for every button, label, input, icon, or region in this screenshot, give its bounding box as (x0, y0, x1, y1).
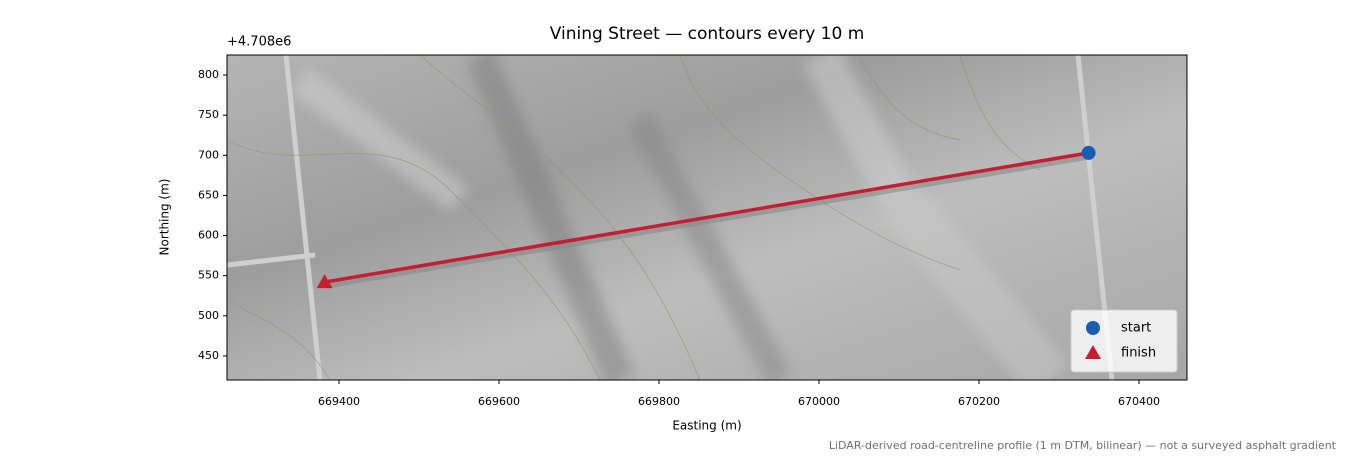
x-tick-label: 670000 (798, 395, 840, 408)
y-tick-label: 550 (198, 269, 219, 282)
route-line (324, 151, 1089, 284)
y-axis-label: Northing (m) (158, 179, 172, 256)
y-tick-label: 600 (198, 229, 219, 242)
x-axis-label: Easting (m) (672, 419, 741, 433)
y-tick-label: 500 (198, 309, 219, 322)
route-halo (325, 152, 1091, 289)
legend-label: start (1121, 321, 1151, 336)
legend-label: finish (1121, 346, 1156, 361)
x-tick-label: 670400 (1118, 395, 1160, 408)
y-tick-label: 700 (198, 148, 219, 161)
finish-marker (316, 274, 333, 289)
x-tick-label: 669800 (638, 395, 680, 408)
chart-title: Vining Street — contours every 10 m (550, 24, 865, 44)
legend-marker (1086, 321, 1100, 335)
y-offset-label: +4.708e6 (227, 35, 291, 50)
plot-frame (226, 54, 1188, 381)
legend-box (1070, 309, 1178, 373)
y-tick-label: 750 (198, 108, 219, 121)
x-tick-label: 670200 (958, 395, 1000, 408)
x-tick-label: 669400 (318, 395, 360, 408)
footnote: LiDAR-derived road-centreline profile (1… (829, 439, 1337, 452)
legend-marker (1085, 345, 1101, 359)
x-tick-label: 669600 (478, 395, 520, 408)
y-tick-label: 650 (198, 188, 219, 201)
y-tick-label: 800 (198, 68, 219, 81)
start-marker (1081, 145, 1096, 160)
hillshade (227, 55, 1187, 380)
y-tick-label: 450 (198, 349, 219, 362)
